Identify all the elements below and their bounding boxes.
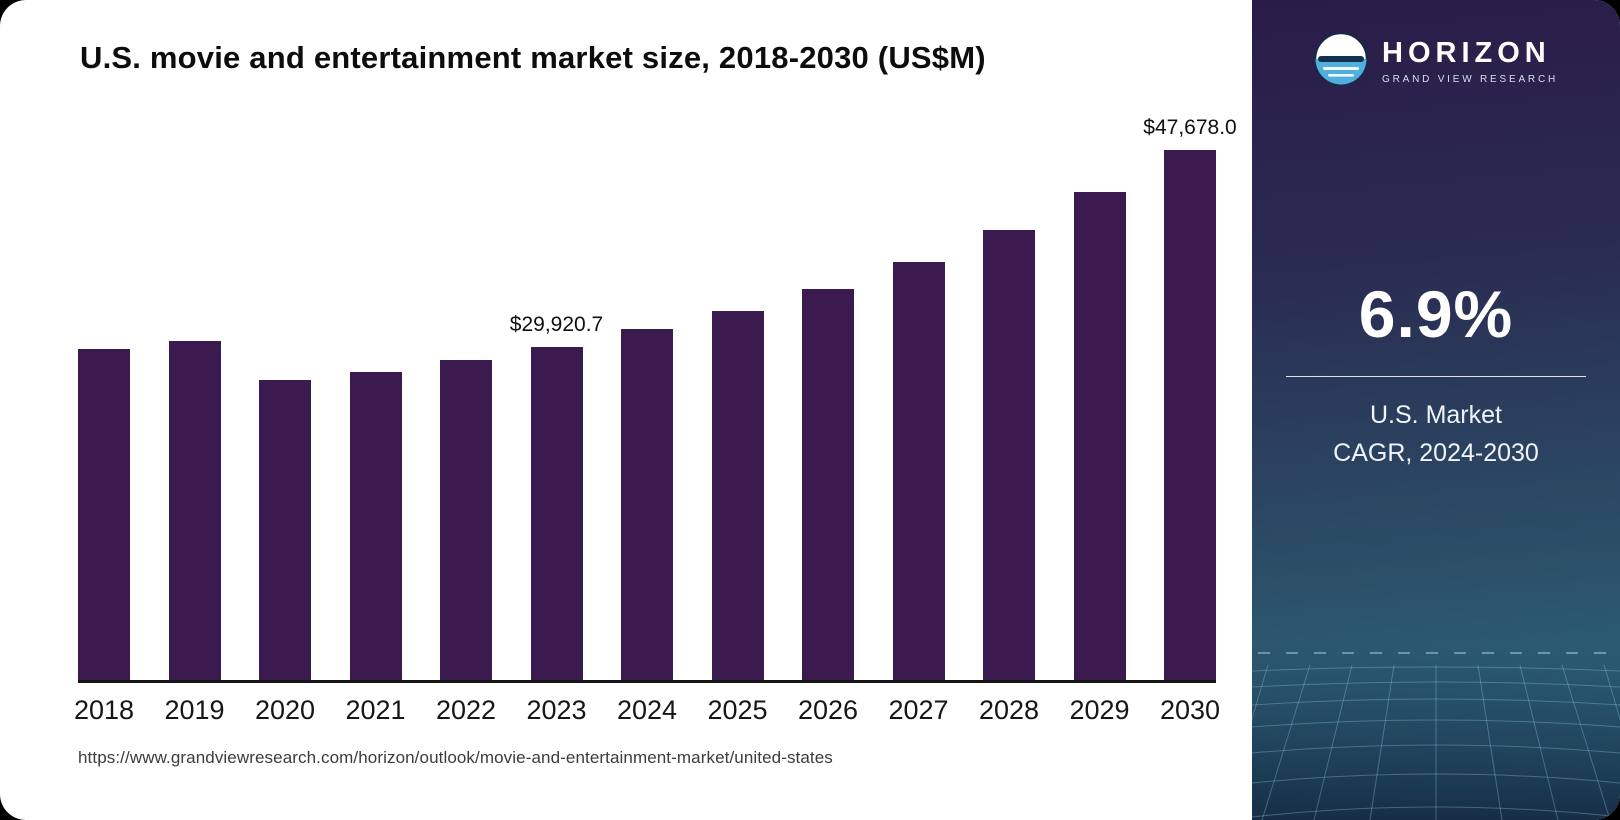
brand-subtitle: GRAND VIEW RESEARCH [1382,73,1558,85]
year-label: 2022 [435,695,497,725]
bar [1164,150,1216,680]
year-label: 2027 [888,695,949,725]
bar-column [259,380,311,680]
bar [259,380,311,680]
bar-column [621,329,673,680]
bar-column [168,341,221,680]
source-url: https://www.grandviewresearch.com/horizo… [78,748,833,767]
chart-section: U.S. movie and entertainment market size… [73,40,1237,767]
bar [168,341,221,680]
mesh-graphic [1252,645,1620,820]
bar [802,289,854,680]
year-label: 2020 [254,695,316,725]
year-label: 2025 [707,695,768,725]
year-label: 2030 [1159,695,1221,725]
chart-title: U.S. movie and entertainment market size… [80,40,986,75]
cagr-label: U.S. Market CAGR, 2024-2030 [1286,397,1586,472]
bar-value-label: $47,678.0 [1143,116,1237,139]
year-label: 2021 [345,695,406,725]
divider [1286,376,1586,377]
side-panel: HORIZON GRAND VIEW RESEARCH 6.9% U.S. Ma… [1252,0,1620,820]
year-label: 2028 [978,695,1040,725]
bar-value-label: $29,920.7 [509,313,604,336]
year-label: 2029 [1069,695,1130,725]
bar-column: $29,920.7 [510,313,603,680]
bar-column [1073,192,1126,680]
bar-column [983,230,1035,680]
bar-column [349,372,402,680]
year-label: 2019 [164,695,225,725]
bar-column [711,311,764,680]
bar-chart: $29,920.7 $47,678.0 2018 2019 2020 2021 2022 2… [73,116,1237,726]
bar [892,262,945,680]
bar [78,349,130,680]
bar [711,311,764,680]
bar-column [440,360,492,680]
year-label: 2018 [73,695,135,725]
bar [349,372,402,680]
bar [983,230,1035,680]
year-label: 2024 [616,695,678,725]
brand-name: HORIZON [1382,36,1551,69]
cagr-value: 6.9% [1358,277,1514,351]
brand-row: HORIZON GRAND VIEW RESEARCH [1314,32,1558,91]
bars: $29,920.7 $47,678.0 [78,116,1237,683]
bar-column: $47,678.0 [1143,116,1237,680]
bar-column [892,262,945,680]
year-label: 2026 [797,695,859,725]
bar [440,360,492,680]
cagr-label-line2: CAGR, 2024-2030 [1333,438,1539,467]
cagr-block: 6.9% U.S. Market CAGR, 2024-2030 [1286,276,1586,472]
bar [621,329,673,680]
brand-text: HORIZON GRAND VIEW RESEARCH [1382,36,1558,85]
year-label: 2023 [526,695,587,725]
bar-column [802,289,854,680]
bar [1073,192,1126,680]
cagr-label-line1: U.S. Market [1370,401,1502,429]
year-labels: 2018 2019 2020 2021 2022 2023 2024 2025 2026 2027… [73,695,1221,726]
bar-column [78,349,130,680]
horizon-logo-icon [1314,32,1368,91]
bar [530,347,583,680]
